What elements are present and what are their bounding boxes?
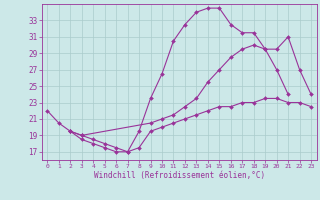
- X-axis label: Windchill (Refroidissement éolien,°C): Windchill (Refroidissement éolien,°C): [94, 171, 265, 180]
